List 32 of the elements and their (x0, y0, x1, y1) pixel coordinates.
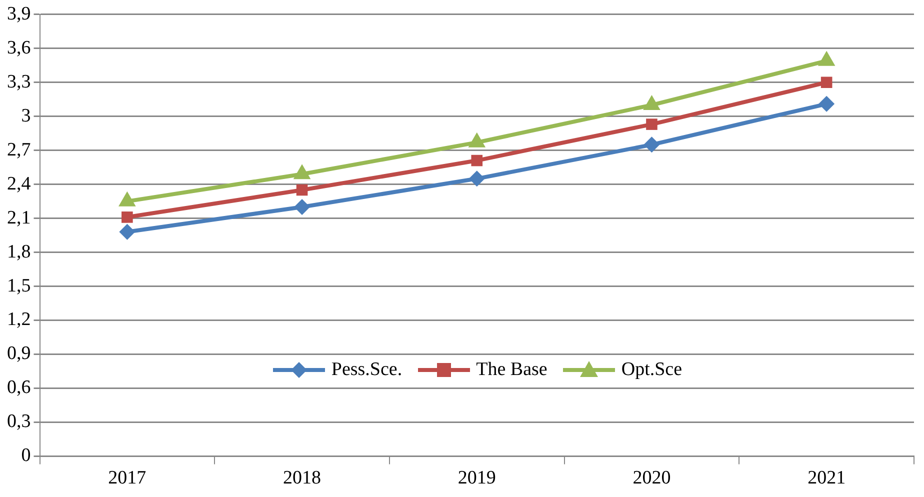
point (820, 76, 832, 88)
y-tick-label: 3,6 (7, 37, 31, 58)
point (294, 198, 310, 215)
y-tick-label: 3 (21, 105, 31, 126)
legend-label: Opt.Sce (621, 359, 682, 381)
y-tick-label: 2,4 (7, 173, 32, 194)
point (119, 224, 136, 240)
point (818, 96, 835, 112)
legend-label: Pess.Sce. (331, 359, 402, 381)
y-tick-label: 0,6 (7, 377, 31, 398)
x-tick-label: 2017 (108, 468, 146, 489)
legend-label: The Base (476, 359, 548, 381)
point (122, 212, 133, 223)
y-tick-label: 1,5 (7, 275, 31, 296)
point (471, 154, 483, 166)
y-tick-label: 0 (21, 445, 31, 466)
x-tick-label: 2018 (283, 468, 322, 489)
y-tick-label: 3,9 (7, 3, 31, 24)
point (644, 136, 660, 153)
x-tick-label: 2021 (808, 468, 846, 489)
point (296, 184, 308, 196)
y-tick-label: 3,3 (7, 71, 31, 92)
point (646, 118, 658, 130)
y-tick-label: 2,7 (7, 139, 31, 160)
y-tick-label: 1,2 (7, 309, 31, 330)
x-tick-label: 2019 (458, 468, 496, 489)
point (468, 170, 485, 187)
y-tick-label: 0,9 (7, 343, 31, 364)
y-tick-label: 1,8 (7, 241, 31, 262)
y-tick-label: 0,3 (7, 411, 31, 432)
y-tick-label: 2,1 (7, 207, 31, 228)
x-tick-label: 2020 (632, 468, 671, 489)
